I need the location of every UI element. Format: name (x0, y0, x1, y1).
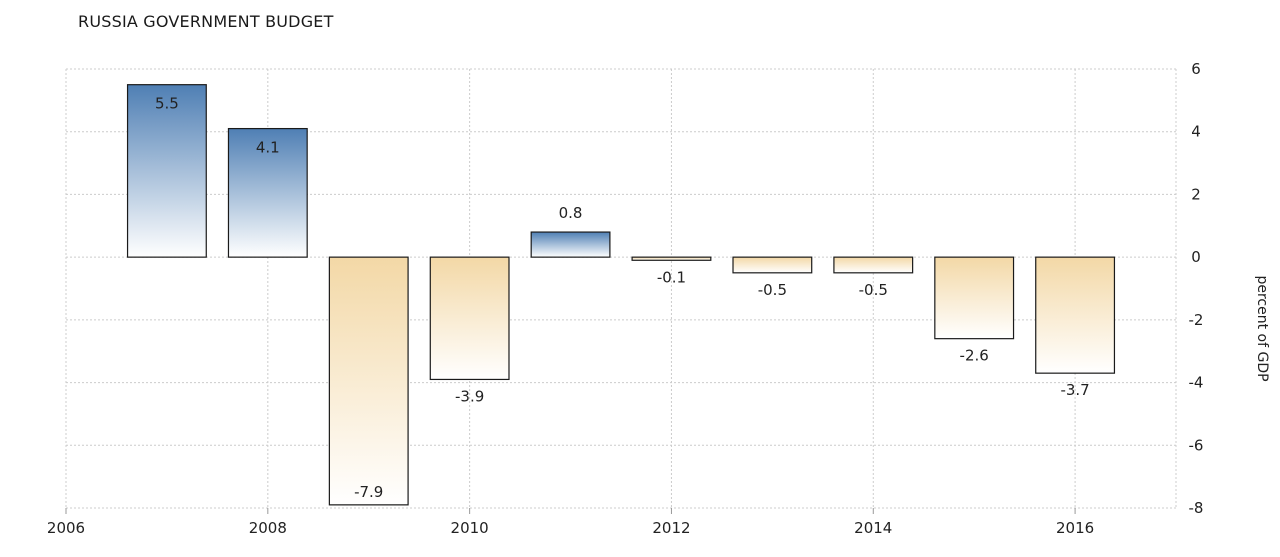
x-tick-label: 2006 (47, 519, 85, 537)
x-axis-ticks: 2006 2008 2010 2012 2014 2016 (47, 519, 1094, 537)
y-tick-label: -8 (1189, 499, 1204, 517)
y-tick-label: 6 (1191, 60, 1201, 78)
y-tick-label: 0 (1191, 248, 1201, 266)
data-label-2007: 5.5 (155, 95, 179, 113)
data-label-2016: -3.7 (1060, 381, 1089, 399)
data-label-2012: -0.1 (657, 268, 686, 286)
bars (126, 84, 1116, 506)
data-label-2010: -3.9 (455, 387, 484, 405)
x-tick-label: 2008 (249, 519, 287, 537)
bar-2016 (1035, 256, 1116, 374)
y-tick-label: -4 (1189, 374, 1204, 392)
data-label-2015: -2.6 (960, 347, 989, 365)
y-tick-label: 2 (1191, 185, 1201, 203)
y-tick-label: -6 (1189, 436, 1204, 454)
y-axis-title: percent of GDP (1254, 275, 1270, 381)
x-tick-label: 2010 (451, 519, 489, 537)
data-label-2013: -0.5 (758, 281, 787, 299)
bar-2010 (429, 256, 510, 381)
bar-2012 (631, 256, 712, 261)
y-axis-ticks: 6 4 2 0 -2 -4 -6 -8 (1189, 60, 1204, 517)
y-tick-label: -2 (1189, 311, 1204, 329)
x-tick-label: 2012 (652, 519, 690, 537)
chart-title: RUSSIA GOVERNMENT BUDGET (78, 12, 334, 31)
data-label-2014: -0.5 (859, 281, 888, 299)
y-tick-label: 4 (1191, 123, 1201, 141)
bar-2009 (328, 256, 409, 506)
x-tick-label: 2016 (1056, 519, 1094, 537)
bar-2013 (732, 256, 813, 274)
data-labels: 5.5 4.1 -7.9 -3.9 0.8 -0.1 -0.5 -0.5 -2.6 -3.7 (155, 95, 1090, 501)
bar-2007 (126, 84, 207, 258)
data-label-2011: 0.8 (559, 204, 583, 222)
bar-2011 (530, 231, 611, 258)
data-label-2008: 4.1 (256, 139, 280, 157)
data-label-2009: -7.9 (354, 483, 383, 501)
bar-2015 (934, 256, 1015, 340)
bar-2008 (227, 127, 308, 258)
bar-2014 (833, 256, 914, 274)
x-tick-label: 2014 (854, 519, 892, 537)
